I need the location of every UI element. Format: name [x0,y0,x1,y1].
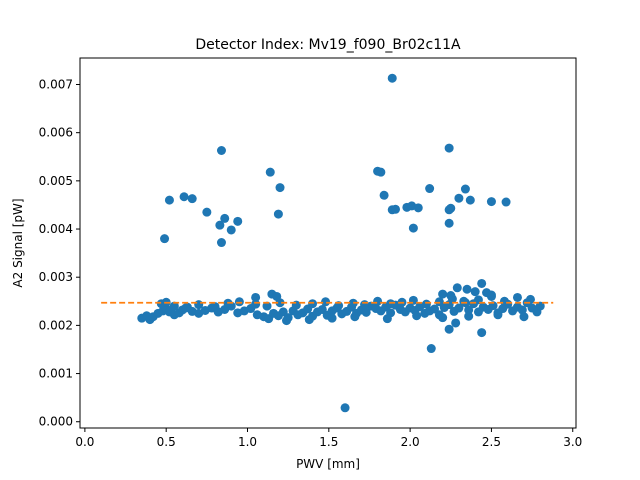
data-point [187,194,197,204]
data-point [160,234,170,244]
data-point [444,218,454,228]
plot-frame [79,57,577,429]
y-axis-ticks: 0.000 0.001 0.002 0.003 0.004 0.005 0.006 0.007 [39,77,80,429]
data-point [202,207,212,217]
data-point [275,183,285,193]
data-point [446,291,456,301]
data-point [413,203,423,213]
data-point [517,305,527,315]
data-point [273,209,283,219]
data-point [408,223,418,233]
y-tick-label: 0.005 [39,174,73,188]
data-point [215,220,225,230]
x-axis-label: PWV [mm] [296,457,360,471]
data-point [216,146,226,155]
data-point [421,299,431,309]
data-point [181,303,191,313]
data-point [164,195,174,205]
data-point [412,311,422,321]
data-point [525,294,535,304]
x-tick-label: 1.5 [319,435,338,449]
y-tick-label: 0.006 [39,126,73,140]
data-point [454,303,464,313]
data-point [451,318,461,328]
y-tick-label: 0.000 [39,415,73,429]
y-tick-label: 0.007 [39,77,73,91]
data-point [470,287,480,297]
data-point [379,190,389,200]
data-point [194,300,204,310]
data-point [350,312,360,322]
data-point [308,299,318,309]
data-point [382,314,392,324]
y-tick-label: 0.003 [39,270,73,284]
data-point [462,284,472,294]
data-point [262,301,272,311]
data-point [438,289,448,299]
x-tick-label: 2.0 [401,435,420,449]
data-point [265,167,275,177]
data-point [233,216,243,226]
x-tick-label: 0.0 [75,435,94,449]
data-point [465,195,475,205]
data-point [179,192,189,202]
data-point [493,310,503,320]
data-point [373,296,383,306]
data-point [519,312,529,322]
y-tick-label: 0.004 [39,222,73,236]
data-point [444,143,454,153]
points-layer [137,73,545,413]
data-point [454,193,464,203]
data-point [251,292,261,302]
data-point [486,290,496,300]
data-point [272,291,282,301]
data-point [376,167,386,177]
x-tick-label: 3.0 [563,435,582,449]
data-point [452,283,462,293]
y-tick-label: 0.001 [39,367,73,381]
data-point [169,301,179,311]
data-point [501,197,511,207]
plot-area-background [80,58,576,428]
x-tick-label: 0.5 [157,435,176,449]
data-point [216,238,226,248]
data-point [444,205,454,215]
data-point [387,73,397,83]
data-point [434,297,444,307]
data-point [304,315,314,325]
data-point [444,324,454,334]
data-point [360,300,370,310]
data-point [386,299,396,309]
chart-title: Detector Index: Mv19_f090_Br02c11A [195,37,461,53]
data-point [234,297,244,307]
data-point [226,225,236,235]
y-axis-label: A2 Signal [pW] [11,198,25,287]
x-tick-label: 2.5 [482,435,501,449]
x-axis-ticks: 0.0 0.5 1.0 1.5 2.0 2.5 3.0 [75,428,582,449]
data-point [425,184,435,194]
data-point [464,305,474,315]
data-point [477,328,487,338]
data-point [282,316,292,326]
data-point [390,204,400,214]
data-point [340,403,350,413]
data-point [512,292,522,302]
data-point [477,278,487,288]
data-point [213,307,223,317]
data-point [327,313,337,323]
data-point [535,301,545,311]
data-point [438,313,448,323]
data-point [460,184,470,194]
data-point [220,213,230,223]
data-point [499,296,509,306]
x-tick-label: 1.0 [238,435,257,449]
data-point [486,197,496,207]
data-point [361,307,371,317]
data-point [321,297,331,307]
data-point [426,344,436,354]
data-point [464,311,474,321]
y-tick-label: 0.002 [39,318,73,332]
